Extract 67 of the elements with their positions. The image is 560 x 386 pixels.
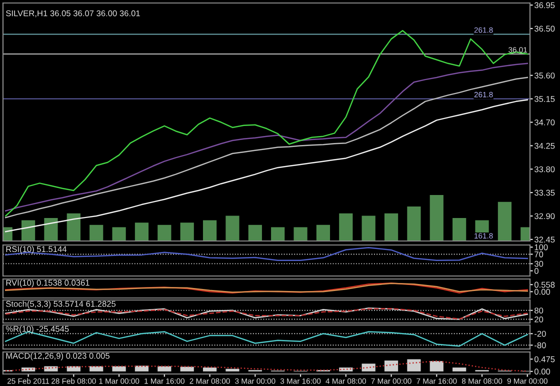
bar: [21, 220, 36, 241]
bar: [90, 224, 104, 241]
line-series: [4, 360, 528, 372]
y-tick-label: 30: [534, 260, 544, 267]
y-tick-label: 80: [534, 308, 544, 314]
y-tick-label: 34.25: [534, 142, 555, 149]
bar: [407, 359, 421, 372]
y-tick-label: 33.80: [534, 166, 555, 172]
bar: [202, 368, 217, 372]
y-tick-label: 32.90: [534, 213, 555, 220]
bar: [134, 222, 149, 241]
bar: [134, 366, 149, 372]
y-tick-label: 0: [534, 268, 538, 274]
bar: [452, 368, 466, 372]
y-tick-label: 35.15: [534, 96, 555, 102]
y-tick-label: 0.558: [534, 282, 555, 288]
bar: [44, 366, 58, 372]
y-tick-label: 0.475: [534, 356, 555, 362]
y-tick-label: -80: [534, 342, 546, 348]
y-tick-label: 36.50: [534, 26, 555, 32]
bar: [248, 224, 262, 241]
y-tick-label: 0.00: [534, 368, 550, 375]
bar: [430, 361, 444, 372]
chart-title: Stoch(5,3,3) 53.5714 61.2825: [6, 300, 116, 308]
bar: [384, 213, 398, 241]
bar: [66, 366, 80, 372]
bar: [362, 364, 376, 372]
y-tick-label: 34.70: [534, 119, 555, 126]
bar: [294, 227, 308, 241]
chart-title: RSI(10) 51.5144: [6, 246, 67, 254]
bar: [430, 195, 444, 241]
bar: [180, 222, 194, 241]
bar: [271, 227, 285, 241]
bar: [362, 216, 376, 241]
bar: [498, 202, 512, 241]
bar: [316, 224, 330, 241]
bar: [44, 218, 58, 241]
bar: [158, 224, 172, 241]
y-tick-label: 32.45: [534, 236, 555, 243]
y-tick-label: 35.60: [534, 72, 555, 78]
y-tick-label: 0.00: [534, 288, 550, 295]
chart-title: %R(10) -25.4545: [6, 326, 69, 334]
chart-title: RVI(10) 0.1538 0.0361: [6, 280, 90, 288]
bar: [112, 366, 126, 372]
chart-title: MACD(12,26,9) 0.023 0.005: [6, 352, 110, 360]
bar: [202, 220, 217, 241]
y-tick-label: 100: [534, 244, 548, 250]
bar: [339, 213, 353, 241]
y-tick-label: 70: [534, 251, 544, 258]
y-tick-label: -20: [534, 330, 546, 337]
bar: [180, 366, 194, 372]
text: SILVER,H1 36.05 36.07 36.00 36.01: [6, 10, 140, 18]
bar: [452, 218, 466, 241]
y-tick-label: 36.95: [534, 2, 555, 8]
bar: [407, 206, 421, 241]
bar: [66, 213, 80, 241]
bar: [339, 368, 353, 372]
bar: [226, 368, 240, 372]
bar: [90, 366, 104, 372]
bar: [226, 216, 240, 241]
y-tick-label: 20: [534, 316, 544, 322]
bar: [112, 227, 126, 241]
bar: [158, 366, 172, 372]
y-tick-label: 33.35: [534, 190, 555, 196]
bar: [384, 360, 398, 372]
line-series: [4, 308, 528, 320]
line-series: [4, 246, 528, 262]
